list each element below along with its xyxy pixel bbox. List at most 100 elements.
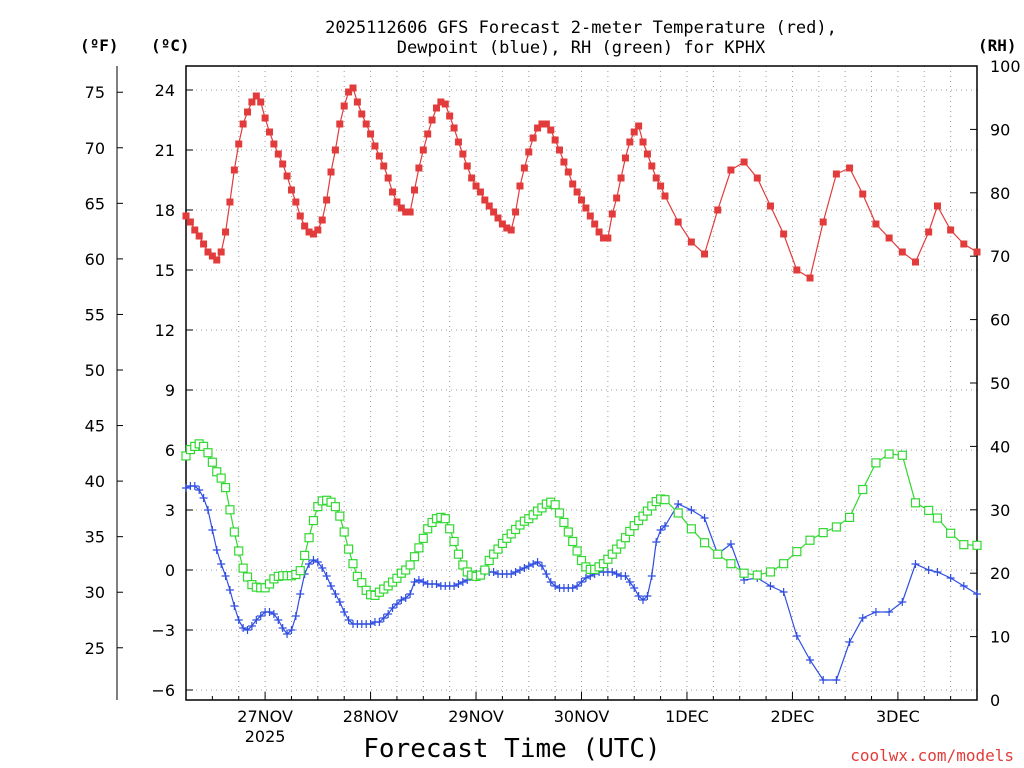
temperature-point — [261, 114, 269, 122]
temperature-point — [301, 222, 309, 230]
dewpoint-point — [335, 598, 344, 606]
temperature-point — [766, 202, 774, 210]
dewpoint-point — [243, 626, 252, 634]
dewpoint-point — [520, 564, 529, 572]
temperature-point — [643, 150, 651, 158]
temperature-point — [432, 104, 440, 112]
dewpoint-point — [225, 586, 234, 594]
temperature-point — [639, 138, 647, 146]
rh-point — [207, 457, 217, 467]
temperature-point — [780, 230, 788, 238]
dewpoint-point — [529, 560, 538, 568]
rh-point — [229, 527, 239, 537]
temperature-point — [512, 208, 520, 216]
dewpoint-point — [309, 556, 318, 564]
rh-point — [779, 559, 789, 569]
temperature-point — [318, 216, 326, 224]
temperature-point — [503, 224, 511, 232]
rh-point — [765, 567, 776, 577]
celsius-tick-label: 21 — [155, 141, 175, 160]
dewpoint-point — [291, 612, 300, 620]
temperature-point — [569, 180, 577, 188]
temperature-point — [490, 208, 498, 216]
rh-point — [414, 543, 424, 553]
rh-point — [220, 483, 231, 493]
temperature-point — [345, 88, 353, 96]
temperature-point — [657, 182, 665, 190]
series--meter-temperature — [182, 84, 981, 282]
rh-point — [572, 546, 582, 556]
rh-point — [686, 524, 696, 534]
fahrenheit-tick-label: 30 — [85, 583, 105, 602]
rh-tick-label: 60 — [990, 311, 1010, 330]
rh-point — [792, 547, 802, 557]
temperature-point — [305, 228, 313, 236]
temperature-point — [371, 142, 379, 150]
dewpoint-point — [687, 506, 696, 514]
dewpoint-point — [195, 486, 204, 494]
temperature-point — [520, 164, 528, 172]
dewpoint-point — [608, 568, 617, 576]
temperature-point — [472, 182, 480, 190]
dewpoint-point — [660, 522, 669, 530]
temperature-point — [701, 250, 709, 258]
temperature-point — [740, 158, 748, 166]
rh-point — [216, 473, 226, 483]
temperature-point — [331, 146, 339, 154]
rh-point — [910, 498, 921, 508]
dewpoint-point — [384, 610, 393, 618]
temperature-point — [468, 174, 476, 182]
dewpoint-point — [806, 656, 815, 664]
dewpoint-point — [625, 578, 634, 586]
rh-point — [339, 527, 349, 537]
temperature-point — [213, 256, 221, 264]
temperature-point — [727, 166, 735, 174]
celsius-tick-label: 6 — [165, 441, 175, 460]
dewpoint-point — [792, 632, 801, 640]
rh-point — [739, 568, 749, 578]
rh-tick-label: 0 — [990, 691, 1000, 710]
x-tick-label: 3DEC — [876, 707, 920, 726]
temperature-point — [898, 248, 906, 256]
dewpoint-point — [344, 616, 353, 624]
temperature-point — [252, 92, 260, 100]
dewpoint-point — [489, 568, 498, 576]
temperature-point — [661, 192, 669, 200]
temperature-point — [349, 84, 357, 92]
temperature-point — [586, 212, 594, 220]
celsius-tick-label: 9 — [165, 381, 175, 400]
dewpoint-point — [700, 514, 709, 522]
rh-point — [713, 549, 723, 559]
dewpoint-point — [819, 676, 828, 684]
temperature-point — [367, 130, 375, 138]
dewpoint-point — [287, 626, 296, 634]
dewpoint-point — [898, 598, 907, 606]
dewpoint-point — [375, 618, 384, 626]
dewpoint-point — [247, 622, 256, 630]
rh-tick-label: 100 — [990, 57, 1021, 76]
temperature-point — [283, 172, 291, 180]
temperature-point — [481, 196, 489, 204]
x-tick-label: 2DEC — [771, 707, 815, 726]
x-tick-label: 1DEC — [665, 707, 709, 726]
dewpoint-point — [551, 582, 560, 590]
rh-point — [238, 563, 248, 573]
x-tick-label: 30NOV — [554, 707, 610, 726]
temperature-point — [446, 112, 454, 120]
dewpoint-point — [959, 582, 968, 590]
temperature-point — [292, 198, 300, 206]
temperature-point — [819, 218, 827, 226]
fahrenheit-tick-label: 45 — [85, 417, 105, 436]
temperature-point — [547, 126, 555, 134]
fahrenheit-tick-label: 35 — [85, 528, 105, 547]
fahrenheit-tick-label: 40 — [85, 472, 105, 491]
dewpoint-point — [634, 592, 643, 600]
temperature-point — [222, 228, 230, 236]
temperature-point — [578, 196, 585, 204]
temperature-point — [389, 188, 397, 196]
dewpoint-point — [379, 614, 388, 622]
grid — [186, 66, 977, 700]
rh-tick-label: 40 — [990, 437, 1010, 456]
dewpoint-point — [871, 608, 880, 616]
celsius-tick-label: 12 — [155, 321, 175, 340]
